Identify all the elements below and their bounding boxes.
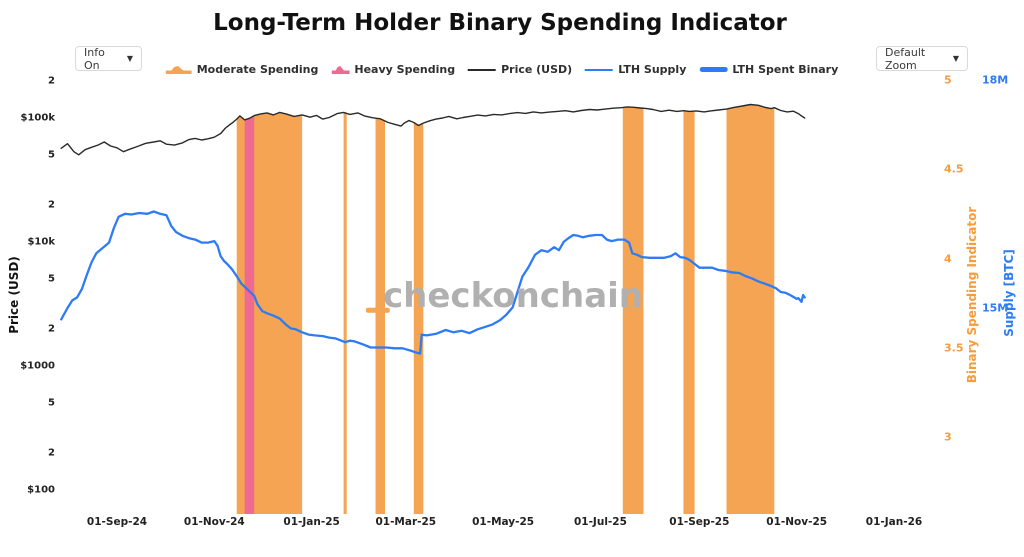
info-toggle-dropdown[interactable]: Info On ▼ bbox=[75, 45, 142, 72]
price-axis-tick: $1000 bbox=[20, 360, 55, 372]
moderate-spending-band bbox=[683, 110, 695, 514]
price-axis-tick: 2 bbox=[48, 199, 55, 211]
supply-axis-title: Supply [BTC] bbox=[1002, 249, 1016, 337]
legend-item[interactable]: LTH Supply bbox=[585, 63, 686, 76]
legend-marker-icon bbox=[468, 68, 497, 71]
lth-supply-line bbox=[60, 210, 806, 355]
legend-marker-icon bbox=[331, 65, 350, 74]
checkonchain-watermark: checkonchain bbox=[383, 276, 643, 316]
price-axis-tick: $10k bbox=[27, 236, 55, 248]
binary-spending-axis-title: Binary Spending Indicator bbox=[965, 206, 979, 384]
legend-item[interactable]: Heavy Spending bbox=[331, 63, 455, 76]
legend-label: Moderate Spending bbox=[196, 63, 319, 76]
zoom-preset-label: Default Zoom bbox=[885, 45, 926, 72]
supply-axis-tick: 18M bbox=[982, 73, 1009, 87]
x-axis-tick: 01-Jan-25 bbox=[283, 516, 340, 528]
chart-legend: Moderate Spending Heavy Spending Price (US… bbox=[165, 63, 838, 76]
price-axis-title: Price (USD) bbox=[7, 256, 21, 334]
legend-item[interactable]: Price (USD) bbox=[468, 63, 572, 76]
moderate-spending-band bbox=[726, 104, 775, 514]
x-axis-tick: 01-Sep-24 bbox=[86, 516, 148, 528]
x-axis-tick: 01-Sep-25 bbox=[669, 516, 730, 528]
legend-item[interactable]: Moderate Spending bbox=[165, 63, 319, 76]
legend-marker-icon bbox=[165, 65, 192, 74]
legend-label: LTH Spent Binary bbox=[732, 63, 839, 76]
x-axis-tick: 01-Jan-26 bbox=[865, 516, 923, 528]
x-axis-tick: 01-Jul-25 bbox=[573, 516, 627, 528]
chevron-down-icon: ▼ bbox=[126, 54, 133, 63]
legend-item[interactable]: LTH Spent Binary bbox=[699, 63, 838, 76]
moderate-spending-band bbox=[343, 112, 347, 515]
legend-marker-icon bbox=[585, 68, 614, 71]
zoom-preset-dropdown[interactable]: Default Zoom ▼ bbox=[876, 45, 968, 72]
binary-axis-tick: 4.5 bbox=[944, 162, 964, 176]
price-axis-tick: 2 bbox=[48, 447, 55, 459]
heavy-spending-band bbox=[244, 115, 255, 514]
binary-axis-tick: 5 bbox=[944, 73, 952, 87]
x-axis-tick: 01-Mar-25 bbox=[375, 516, 437, 528]
x-axis-tick: 01-May-25 bbox=[472, 516, 535, 528]
legend-marker-icon bbox=[699, 67, 728, 72]
moderate-spending-band bbox=[375, 118, 385, 514]
chevron-down-icon: ▼ bbox=[952, 54, 959, 63]
moderate-spending-band bbox=[413, 122, 424, 514]
x-axis-tick: 01-Nov-24 bbox=[183, 516, 245, 528]
page-title: Long-Term Holder Binary Spending Indicat… bbox=[213, 10, 787, 36]
price-axis-tick: 5 bbox=[48, 273, 55, 285]
moderate-spending-band bbox=[622, 106, 644, 515]
x-axis-tick: 01-Nov-25 bbox=[766, 516, 828, 528]
price-axis-tick: 2 bbox=[48, 323, 55, 335]
legend-label: LTH Supply bbox=[618, 63, 687, 76]
price-axis-tick: $100k bbox=[20, 112, 55, 124]
price-axis-tick: 5 bbox=[48, 397, 55, 409]
price-axis-tick: 5 bbox=[48, 149, 55, 161]
binary-axis-tick: 3 bbox=[944, 430, 952, 444]
info-toggle-label: Info On bbox=[84, 45, 105, 72]
binary-axis-tick: 3.5 bbox=[944, 341, 964, 355]
price-axis-tick: $100 bbox=[27, 484, 55, 496]
legend-label: Heavy Spending bbox=[354, 63, 456, 76]
supply-axis-tick: 15M bbox=[982, 301, 1009, 315]
legend-label: Price (USD) bbox=[501, 63, 573, 76]
price-line bbox=[60, 103, 806, 156]
price-axis-tick: 2 bbox=[48, 75, 55, 87]
lth-spent-binary-marker bbox=[365, 307, 390, 313]
binary-axis-tick: 4 bbox=[944, 252, 952, 265]
